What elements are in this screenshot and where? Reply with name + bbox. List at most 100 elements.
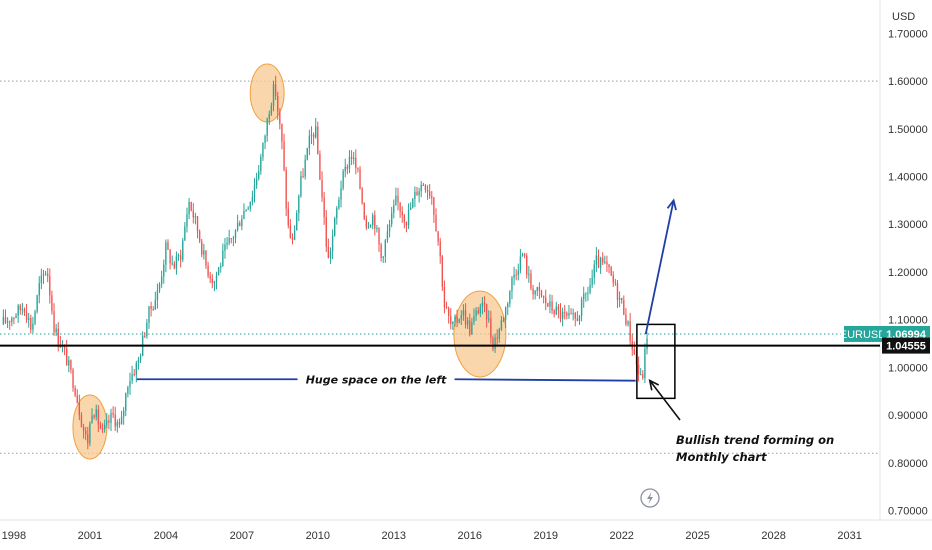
candle[interactable] xyxy=(511,275,513,300)
candle-body[interactable] xyxy=(401,211,403,216)
candle-body[interactable] xyxy=(146,322,148,337)
candle[interactable] xyxy=(483,296,486,313)
candle-body[interactable] xyxy=(236,223,239,230)
candle[interactable] xyxy=(610,265,612,277)
candle[interactable] xyxy=(595,247,598,273)
candle[interactable] xyxy=(576,311,579,322)
candle-body[interactable] xyxy=(334,218,336,236)
candle[interactable] xyxy=(308,129,311,156)
candle-body[interactable] xyxy=(644,349,646,379)
candle[interactable] xyxy=(116,419,119,433)
candle[interactable] xyxy=(247,206,249,211)
candle-body[interactable] xyxy=(325,217,327,247)
candle[interactable] xyxy=(367,221,370,229)
candle[interactable] xyxy=(163,259,165,284)
candle[interactable] xyxy=(376,224,378,233)
candle-body[interactable] xyxy=(551,301,553,311)
candle[interactable] xyxy=(179,249,182,268)
candle-body[interactable] xyxy=(414,191,416,199)
candle[interactable] xyxy=(551,294,553,315)
candle-body[interactable] xyxy=(279,111,281,124)
candle-body[interactable] xyxy=(393,205,395,213)
candle-body[interactable] xyxy=(353,157,355,159)
candle-body[interactable] xyxy=(277,96,279,112)
candle[interactable] xyxy=(433,196,435,223)
candle-body[interactable] xyxy=(363,203,365,220)
candle[interactable] xyxy=(566,311,568,320)
candle[interactable] xyxy=(4,309,7,324)
candle-body[interactable] xyxy=(57,328,59,345)
candle-body[interactable] xyxy=(40,275,43,284)
candle-body[interactable] xyxy=(361,188,363,204)
candle[interactable] xyxy=(390,206,393,228)
candle-body[interactable] xyxy=(160,276,163,285)
candle-body[interactable] xyxy=(122,410,125,417)
candle[interactable] xyxy=(68,356,70,373)
candle[interactable] xyxy=(298,194,300,222)
candle-body[interactable] xyxy=(568,313,570,316)
candle[interactable] xyxy=(120,410,123,425)
candle[interactable] xyxy=(642,370,644,380)
candle[interactable] xyxy=(471,317,473,335)
candle-body[interactable] xyxy=(519,256,522,271)
candle-body[interactable] xyxy=(255,178,258,186)
candle-body[interactable] xyxy=(610,267,612,276)
candle-body[interactable] xyxy=(190,202,192,211)
candle-body[interactable] xyxy=(310,134,313,136)
candle-body[interactable] xyxy=(321,179,323,198)
candle-body[interactable] xyxy=(177,255,180,257)
candle-body[interactable] xyxy=(523,254,526,256)
candle[interactable] xyxy=(177,253,180,261)
candle-body[interactable] xyxy=(241,218,243,227)
candle[interactable] xyxy=(397,187,399,211)
candle-body[interactable] xyxy=(70,360,72,370)
candle[interactable] xyxy=(253,178,256,203)
candle-body[interactable] xyxy=(319,154,321,180)
candle[interactable] xyxy=(103,419,106,433)
candle[interactable] xyxy=(574,311,576,327)
candle-body[interactable] xyxy=(439,241,441,257)
candle[interactable] xyxy=(131,365,133,384)
candle-body[interactable] xyxy=(578,315,581,321)
candle[interactable] xyxy=(513,266,515,286)
candle[interactable] xyxy=(201,238,203,258)
candle-body[interactable] xyxy=(274,84,277,97)
candle[interactable] xyxy=(492,335,494,352)
candle-body[interactable] xyxy=(559,310,562,319)
candle-body[interactable] xyxy=(201,241,203,255)
drawing-overlays[interactable]: Huge space on the left Bullish trend form… xyxy=(0,198,880,464)
candle-body[interactable] xyxy=(93,415,95,418)
candle[interactable] xyxy=(549,294,551,314)
candle-body[interactable] xyxy=(574,313,576,319)
candle[interactable] xyxy=(211,274,213,289)
candle[interactable] xyxy=(203,243,205,260)
candle[interactable] xyxy=(184,222,186,241)
candle-body[interactable] xyxy=(253,185,256,198)
candle-body[interactable] xyxy=(285,169,287,209)
candle[interactable] xyxy=(51,290,53,315)
candle-body[interactable] xyxy=(135,363,138,375)
candle-body[interactable] xyxy=(296,212,298,231)
candle[interactable] xyxy=(249,201,251,212)
candle-body[interactable] xyxy=(384,240,387,257)
candle-body[interactable] xyxy=(19,305,21,311)
candle[interactable] xyxy=(458,318,460,324)
candle-body[interactable] xyxy=(293,230,296,240)
candle-body[interactable] xyxy=(268,113,270,119)
candle-body[interactable] xyxy=(561,312,564,319)
candle[interactable] xyxy=(21,302,24,316)
candle-body[interactable] xyxy=(443,286,446,308)
candle-body[interactable] xyxy=(504,307,507,320)
candle-body[interactable] xyxy=(179,255,182,260)
candle-body[interactable] xyxy=(466,320,469,325)
candle[interactable] xyxy=(40,268,43,290)
candle[interactable] xyxy=(414,186,416,208)
candle-body[interactable] xyxy=(108,420,110,423)
candle[interactable] xyxy=(192,203,194,224)
candle[interactable] xyxy=(312,132,315,146)
candle[interactable] xyxy=(245,209,247,212)
candle-body[interactable] xyxy=(110,413,112,423)
candle[interactable] xyxy=(371,212,374,230)
candle-body[interactable] xyxy=(131,374,133,382)
candle-body[interactable] xyxy=(365,219,368,228)
